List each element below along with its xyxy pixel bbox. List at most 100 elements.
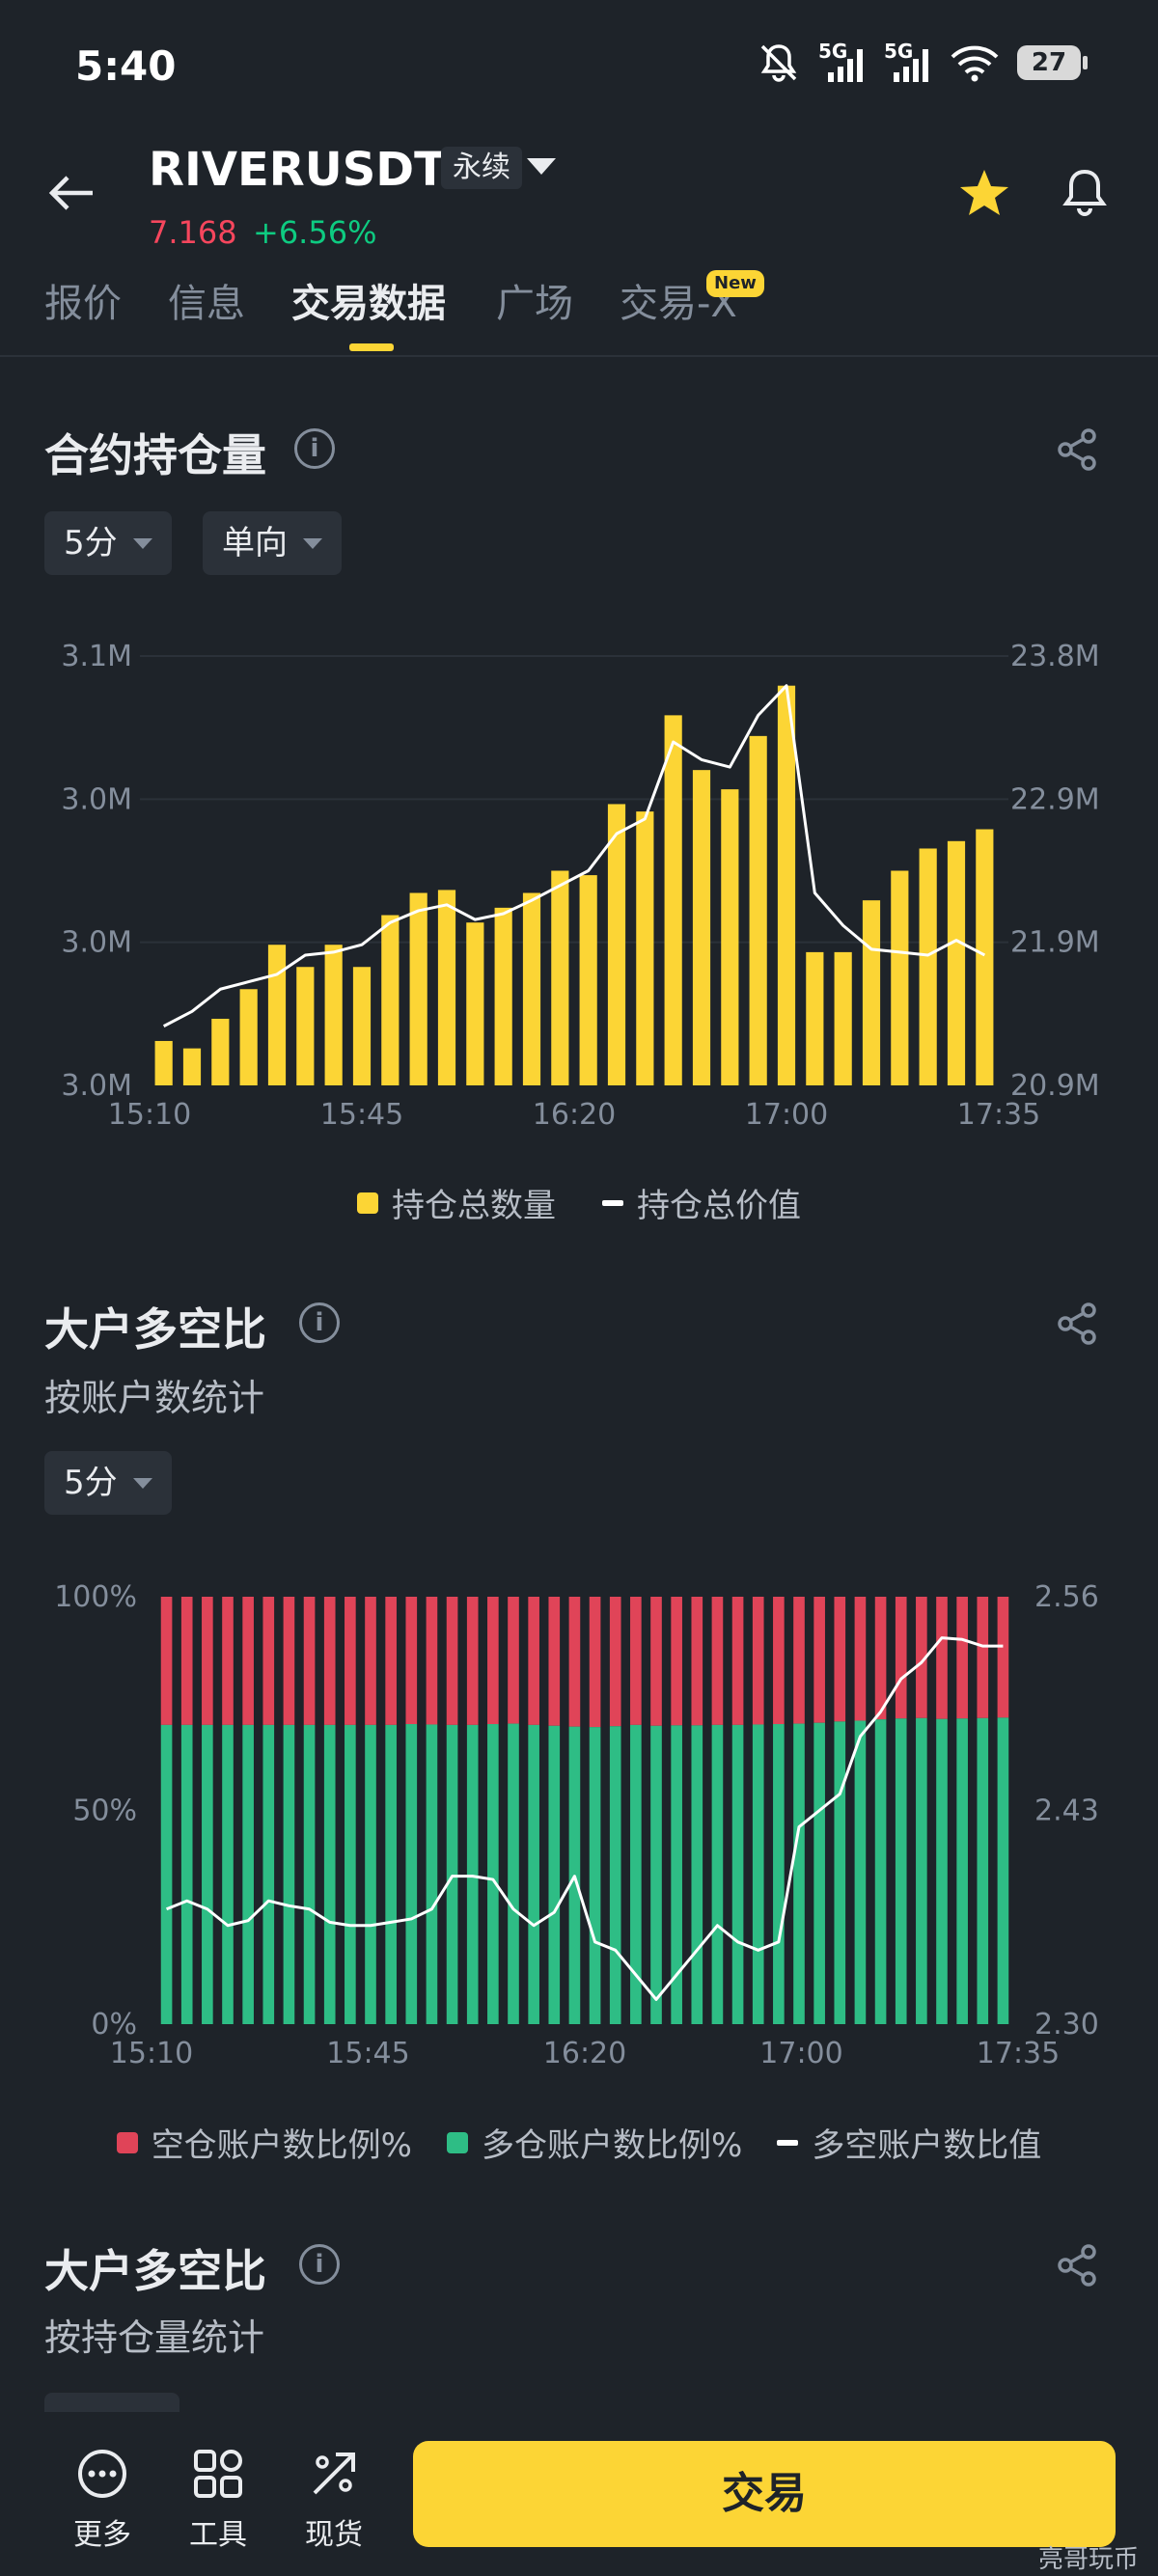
short-account-bar <box>405 1597 418 1725</box>
long-account-bar <box>487 1724 499 2024</box>
y-axis-tick-label: 2.56 <box>1034 1580 1099 1614</box>
y-axis-tick-label: 50% <box>72 1795 137 1828</box>
open-interest-bar <box>636 811 654 1085</box>
long-account-bar <box>630 1724 642 2024</box>
wifi-icon <box>951 45 999 82</box>
interval-select[interactable]: 5分 <box>44 1451 172 1515</box>
short-account-bar <box>508 1597 519 1724</box>
interval-select[interactable]: 5分 <box>44 511 172 575</box>
long-account-bar <box>609 1726 621 2024</box>
back-arrow-icon[interactable] <box>42 164 100 222</box>
share-icon[interactable] <box>1052 1299 1102 1349</box>
open-interest-bar <box>352 967 372 1085</box>
long-account-bar <box>874 1719 887 2024</box>
long-account-bar <box>548 1725 561 2024</box>
short-account-bar <box>834 1597 846 1722</box>
open-interest-bar <box>806 951 824 1085</box>
legend-swatch <box>447 2131 468 2153</box>
chart2-bars <box>160 1597 1009 2024</box>
short-account-bar <box>385 1597 397 1725</box>
open-interest-bar <box>579 875 597 1085</box>
notification-bell-icon[interactable] <box>1056 164 1114 222</box>
short-account-bar <box>426 1597 438 1725</box>
legend-label: 持仓总数量 <box>392 1187 556 1225</box>
short-account-bar <box>446 1597 458 1725</box>
long-account-bar <box>365 1724 376 2024</box>
long-account-bar <box>180 1724 193 2024</box>
legend-item: 持仓总价值 <box>602 1179 801 1226</box>
long-account-bar <box>426 1724 438 2024</box>
long-account-bar <box>242 1724 254 2024</box>
long-account-bar <box>508 1723 519 2024</box>
legend-label: 持仓总价值 <box>637 1187 801 1225</box>
x-axis-tick-label: 17:35 <box>977 2037 1060 2070</box>
open-interest-bar <box>381 915 400 1085</box>
nav-more[interactable]: 更多 <box>54 2447 151 2553</box>
short-account-bar <box>691 1597 703 1726</box>
share-icon[interactable] <box>1052 425 1102 475</box>
nav-tools[interactable]: 工具 <box>170 2447 266 2553</box>
y-axis-tick-label: 23.8M <box>1010 640 1100 673</box>
chart2-line <box>166 1636 1004 2001</box>
long-account-bar <box>345 1724 356 2024</box>
favorite-star-icon[interactable] <box>955 164 1013 222</box>
open-interest-bar <box>777 685 796 1085</box>
short-account-bar <box>916 1597 927 1718</box>
long-account-bar <box>997 1717 1009 2024</box>
short-account-bar <box>283 1597 295 1725</box>
short-account-bar <box>323 1597 336 1725</box>
x-axis-tick-label: 17:35 <box>957 1098 1040 1132</box>
chart1-line <box>162 684 986 1028</box>
short-account-bar <box>650 1597 662 1726</box>
open-interest-bar <box>721 789 739 1085</box>
y-axis-tick-label: 0% <box>91 2008 137 2042</box>
long-account-bar <box>854 1720 867 2024</box>
tab-square[interactable]: 广场 <box>496 282 573 326</box>
info-icon[interactable]: i <box>299 2244 340 2285</box>
short-account-bar <box>711 1597 724 1725</box>
open-interest-bar <box>607 804 626 1085</box>
open-interest-bar <box>551 870 569 1085</box>
chart1-grid <box>140 655 1008 944</box>
signal-icon: 5G <box>818 40 867 84</box>
long-account-bar <box>895 1718 907 2024</box>
open-interest-bar <box>862 900 881 1085</box>
short-account-bar <box>773 1597 785 1725</box>
trade-button[interactable]: 交易 <box>413 2441 1116 2547</box>
y-axis-tick-label: 21.9M <box>1010 926 1100 960</box>
short-account-bar <box>589 1597 601 1728</box>
symbol-title[interactable]: RIVERUSDT <box>149 143 446 197</box>
tab-trading-data[interactable]: 交易数据 <box>291 282 446 326</box>
spot-swap-icon <box>313 2453 355 2495</box>
info-icon[interactable]: i <box>294 428 335 469</box>
chevron-down-icon <box>303 537 322 549</box>
nav-more-label: 更多 <box>73 2518 131 2552</box>
tab-info[interactable]: 信息 <box>168 282 245 326</box>
long-short-ratio-chart: 0% 50% 100% 2.30 2.43 2.56 15:10 15:45 16:20 17:0… <box>54 1580 1099 2070</box>
y-axis-tick-label: 3.0M <box>61 1069 132 1103</box>
long-account-bar <box>303 1724 316 2024</box>
symbol-dropdown-caret-icon[interactable] <box>527 158 556 175</box>
section-subtitle: 按账户数统计 <box>44 1377 265 1419</box>
long-short-legend: 空仓账户数比例% 多仓账户数比例% 多空账户数比值 <box>0 2119 1158 2166</box>
legend-label: 空仓账户数比例% <box>151 2126 412 2165</box>
legend-item: 持仓总数量 <box>357 1179 556 1226</box>
long-short-ratio-line <box>166 1636 1004 2001</box>
x-axis-tick-label: 16:20 <box>533 1098 616 1132</box>
interval-select-label: 5分 <box>64 1464 118 1502</box>
open-interest-bar <box>182 1048 202 1085</box>
long-account-bar <box>405 1724 418 2024</box>
info-icon[interactable]: i <box>299 1302 340 1343</box>
tab-quote[interactable]: 报价 <box>44 282 122 326</box>
mode-select[interactable]: 单向 <box>203 511 342 575</box>
legend-swatch <box>777 2139 799 2146</box>
short-account-bar <box>487 1597 499 1725</box>
share-icon[interactable] <box>1052 2240 1102 2290</box>
chevron-down-icon <box>132 1477 152 1489</box>
short-account-bar <box>813 1597 825 1723</box>
open-interest-chart: 3.0M 20.9M 3.0M 21.9M 3.0M 22.9M 3.1M 23.8M 15:1… <box>61 640 1100 1132</box>
nav-spot[interactable]: 现货 <box>286 2447 382 2553</box>
chevron-down-icon <box>132 537 152 549</box>
long-account-bar <box>752 1724 764 2024</box>
chart1-bars <box>154 685 994 1085</box>
